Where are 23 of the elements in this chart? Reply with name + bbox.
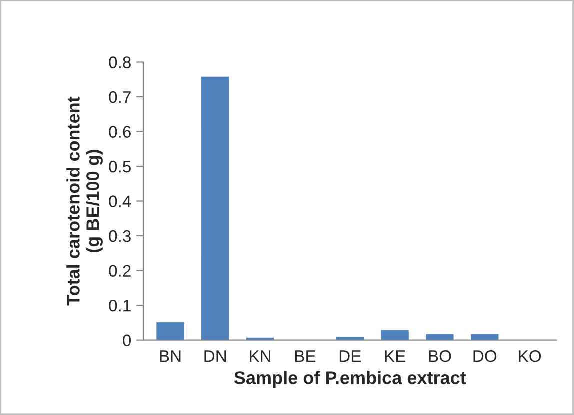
y-tick-label: 0.1 (109, 300, 131, 312)
y-tick-label: 0.7 (109, 91, 131, 104)
x-tick-label: BN (160, 350, 181, 362)
bar (156, 322, 184, 340)
y-tick-label: 0.3 (109, 230, 131, 242)
x-tick-label: KE (385, 350, 406, 362)
x-tick-label: DE (340, 350, 361, 362)
x-tick-label: DO (474, 350, 497, 362)
y-axis-title: Total carotenoid content (g BE/100 g) (66, 96, 103, 306)
x-tick-label: KN (250, 350, 271, 362)
x-tick-label: KO (519, 350, 542, 362)
y-tick-label: 0.6 (109, 126, 131, 138)
x-tick-label: BO (429, 350, 452, 362)
y-tick-label: 0.5 (109, 160, 131, 173)
y-tick-label: 0.4 (109, 196, 132, 208)
y-tick-label: 0.8 (109, 56, 131, 68)
y-tick-label: 0.2 (109, 265, 131, 277)
x-tick-label: DN (204, 350, 226, 362)
y-tick-label: 0 (123, 334, 132, 347)
x-axis-title: Sample of P.embica extract (234, 371, 466, 388)
bar (202, 76, 230, 340)
x-tick-label: BE (295, 350, 316, 362)
bar (381, 330, 409, 340)
